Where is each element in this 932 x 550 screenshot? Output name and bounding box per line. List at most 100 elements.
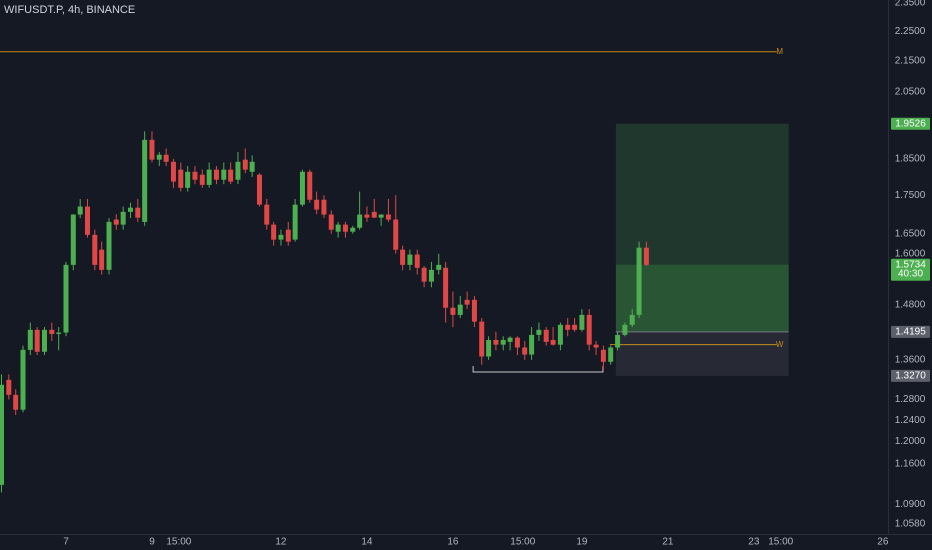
candle-body [471,299,477,322]
candle-body [242,159,248,170]
stop-zone [615,331,789,376]
y-tick-label: 1.2800 [895,394,926,405]
y-tick-label: 1.2400 [895,415,926,426]
candle-body [371,211,377,218]
countdown: 40:30 [898,268,923,279]
x-tick-label: 21 [662,537,674,548]
level-label: W [776,340,784,349]
candle-body [13,394,19,410]
candle-body [142,139,148,222]
y-tick-label: 1.2000 [895,436,926,447]
candle-body [27,329,33,350]
y-tick-label: 1.0900 [895,499,926,510]
candle-body [393,219,399,250]
candle-body [500,339,506,345]
candle-body [615,334,621,348]
candle-body [428,269,434,282]
candle-body [127,207,133,212]
candle-body [178,169,184,188]
y-tick-label: 1.3600 [895,354,926,365]
candle-body [493,339,499,345]
candle-body [163,154,169,162]
candle-body [278,234,284,240]
candle-body [629,314,635,325]
candle-body [321,199,327,215]
candle-body [457,304,463,315]
candle-body [407,254,413,265]
candle-body [357,214,363,228]
candle-body [579,314,585,330]
chart-title: WIFUSDT.P, 4h, BINANCE [4,4,135,16]
candle-body [335,224,341,232]
candle-body [307,171,313,200]
candle-body [235,161,241,180]
candle-body [113,219,119,225]
entry-tag-bg [891,325,930,338]
candle-body [414,254,420,268]
candle-body [593,344,599,348]
candle-body [264,204,270,225]
y-tick-label: 2.3500 [895,0,926,8]
y-tick-label: 1.7500 [895,190,926,201]
candle-body [199,174,205,185]
candle-body [529,334,535,355]
current-price-tag-bg [891,258,930,281]
candle-body [436,264,442,270]
candle-body [522,347,528,355]
x-tick-label: 16 [447,537,459,548]
candle-body [185,171,191,188]
candle-body [350,227,356,232]
candle-body [156,154,162,160]
candle-body [565,324,571,330]
candle-body [249,161,255,172]
candle-body [41,329,47,352]
candle-body [70,214,76,265]
x-tick-label: 23 [748,537,760,548]
candle-body [34,329,40,352]
candle-body [285,229,291,242]
entry-tag: 1.4195 [895,327,926,338]
target-tag-bg [891,117,930,130]
candle-body [221,169,227,180]
candle-body [63,264,69,333]
y-tick-label: 2.2500 [895,26,926,37]
target-tag: 1.9526 [895,118,926,129]
stop-tag-bg [891,369,930,382]
candle-body [486,339,492,357]
candle-body [120,211,126,225]
x-tick-label: 14 [361,537,373,548]
candle-body [622,324,628,335]
candle-body [543,329,549,342]
candle-body [443,267,449,308]
candle-body [149,139,155,160]
y-tick-label: 1.0580 [895,518,926,529]
candle-body [49,329,55,334]
x-tick-label: 15:00 [510,537,535,548]
candle-body [385,214,391,220]
candle-body [206,169,212,185]
candle-body [636,247,642,315]
candle-body [342,224,348,232]
x-tick-label: 12 [275,537,287,548]
y-tick-label: 1.8500 [895,154,926,165]
candle-body [271,224,277,240]
candle-body [400,249,406,265]
candle-body [600,349,606,362]
candle-body [299,171,305,205]
level-label: M [776,47,783,56]
candle-body [135,207,141,218]
candle-body [228,169,234,182]
candle-body [56,332,62,334]
candle-body [557,324,563,345]
y-tick-label: 1.6500 [895,228,926,239]
candle-body [192,171,198,180]
candle-body [170,161,176,182]
candle-body [292,204,298,240]
candle-body [586,314,592,345]
candle-body [550,339,556,345]
x-tick-label: 9 [149,537,155,548]
candle-body [84,206,90,235]
candle-body [6,379,12,395]
candle-body [256,174,262,205]
